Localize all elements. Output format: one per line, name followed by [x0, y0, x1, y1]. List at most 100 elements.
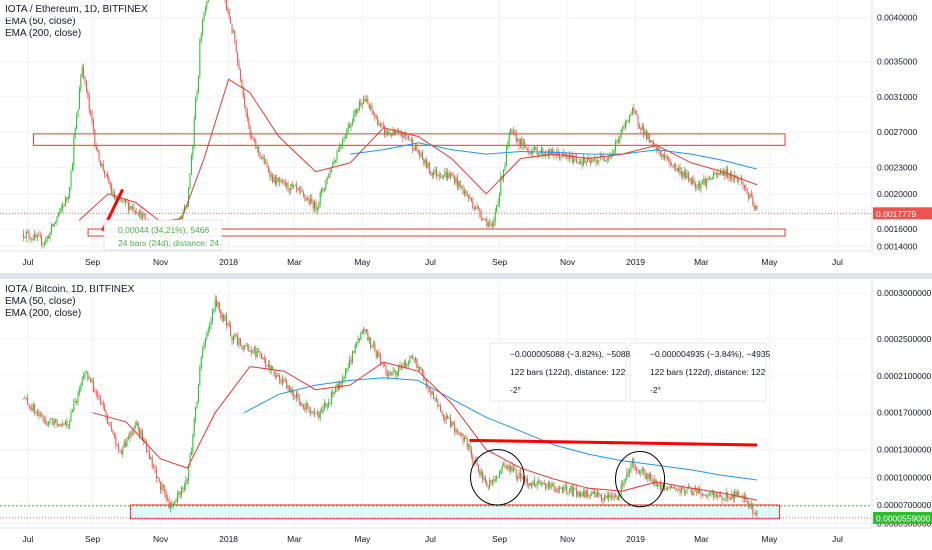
- candle-body-0-464: [672, 165, 674, 168]
- x-tick-label-0-11: May: [761, 257, 778, 267]
- eth-measure-line2: 24 bars (24d), distance: 24: [118, 238, 219, 248]
- candle-body-1-150: [232, 336, 234, 341]
- candle-body-1-123: [195, 407, 197, 419]
- candle-body-0-487: [704, 178, 706, 186]
- candle-body-1-437: [634, 465, 636, 468]
- candle-body-1-47: [88, 378, 90, 380]
- x-tick-label-1-5: May: [354, 534, 371, 544]
- x-tick-label-1-11: May: [761, 534, 778, 544]
- candle-body-1-61: [108, 423, 110, 425]
- candle-body-1-364: [532, 480, 534, 486]
- candle-body-1-493: [713, 491, 715, 497]
- candle-body-0-370: [540, 149, 542, 153]
- x-tick-label-1-10: Mar: [694, 534, 709, 544]
- candle-body-1-389: [567, 492, 569, 493]
- candle-body-0-201: [304, 194, 306, 199]
- candle-body-0-33: [69, 187, 71, 197]
- candle-body-1-95: [155, 469, 157, 479]
- candle-body-0-428: [622, 126, 624, 130]
- candle-body-0-53: [97, 149, 99, 151]
- candle-body-0-43: [83, 67, 85, 77]
- candle-body-0-315: [463, 191, 465, 194]
- candle-body-1-145: [225, 316, 227, 325]
- candle-body-0-325: [477, 206, 479, 209]
- candle-body-1-336: [493, 479, 495, 481]
- candle-body-0-181: [276, 178, 278, 185]
- candle-body-1-326: [479, 469, 481, 476]
- candle-body-1-160: [246, 345, 248, 346]
- candle-body-0-87: [144, 214, 146, 222]
- candle-body-1-13: [41, 414, 43, 416]
- candle-body-1-34: [70, 412, 72, 422]
- candle-body-1-294: [434, 398, 436, 400]
- candle-body-1-64: [112, 430, 114, 434]
- candle-body-1-349: [511, 465, 513, 472]
- candle-body-0-332: [487, 222, 489, 227]
- btc-measure-line2-1: 122 bars (122d), distance: 122: [650, 367, 766, 377]
- candle-body-1-102: [165, 493, 167, 499]
- candle-body-0-213: [321, 188, 323, 193]
- candle-body-1-70: [120, 450, 122, 454]
- candle-body-0-295: [435, 169, 437, 176]
- candle-body-0-271: [402, 136, 404, 138]
- candle-body-0-501: [724, 171, 726, 176]
- candle-body-0-15: [43, 243, 45, 245]
- candle-body-1-25: [57, 424, 59, 426]
- candle-body-0-279: [413, 149, 415, 151]
- candle-body-0-433: [629, 115, 631, 122]
- candle-body-1-184: [280, 380, 282, 384]
- candle-body-1-197: [298, 396, 300, 403]
- x-tick-label-1-3: 2018: [219, 534, 238, 544]
- candle-body-1-402: [585, 490, 587, 498]
- candle-body-0-404: [588, 158, 590, 160]
- candle-body-0-363: [531, 152, 533, 155]
- last-price-tag-0: [873, 207, 932, 220]
- candle-body-0-299: [441, 176, 443, 178]
- candle-body-1-229: [343, 377, 345, 380]
- candle-body-0-265: [393, 129, 395, 134]
- candle-body-0-191: [290, 183, 292, 191]
- candle-body-0-338: [496, 205, 498, 211]
- candle-body-1-469: [679, 489, 681, 493]
- candle-body-0-520: [750, 193, 752, 197]
- candle-body-0-472: [683, 171, 685, 177]
- candle-body-1-8: [34, 404, 36, 414]
- btc-title: IOTA / Bitcoin, 1D, BITFINEX: [5, 284, 135, 295]
- candle-body-1-252: [375, 349, 377, 358]
- candle-body-1-122: [193, 418, 195, 435]
- candle-body-1-472: [683, 488, 685, 493]
- candle-body-0-77: [130, 206, 132, 209]
- candle-body-1-80: [134, 425, 136, 427]
- pane-separator[interactable]: [0, 273, 932, 279]
- candle-body-0-449: [651, 140, 653, 142]
- candle-body-1-35: [71, 410, 73, 413]
- candle-body-1-4: [28, 404, 30, 408]
- candle-body-1-449: [651, 478, 653, 481]
- candle-body-0-214: [322, 188, 324, 191]
- candle-body-1-433: [629, 470, 631, 473]
- candle-body-0-119: [189, 174, 191, 190]
- candle-body-0-292: [431, 172, 433, 176]
- candle-body-0-4: [28, 232, 30, 238]
- candle-body-1-284: [420, 368, 422, 370]
- candle-body-1-16: [45, 419, 47, 424]
- candle-body-0-399: [581, 161, 583, 165]
- candle-body-1-163: [251, 350, 253, 354]
- candle-body-1-188: [286, 380, 288, 389]
- candle-body-0-259: [385, 130, 387, 135]
- candle-body-1-423: [615, 495, 617, 497]
- candle-body-1-219: [329, 402, 331, 404]
- candle-body-0-236: [353, 113, 355, 122]
- candle-body-1-497: [718, 495, 720, 497]
- candle-body-0-418: [608, 156, 610, 159]
- candle-body-1-239: [357, 338, 359, 344]
- candle-body-1-424: [616, 495, 618, 500]
- candle-body-1-418: [608, 494, 610, 499]
- candle-body-1-94: [154, 467, 156, 470]
- x-tick-label-1-0: Jul: [22, 534, 33, 544]
- candle-body-1-24: [56, 419, 58, 426]
- candle-body-0-451: [654, 144, 656, 146]
- candle-body-0-24: [56, 216, 58, 223]
- candle-body-1-99: [161, 484, 163, 491]
- candle-body-0-330: [484, 219, 486, 220]
